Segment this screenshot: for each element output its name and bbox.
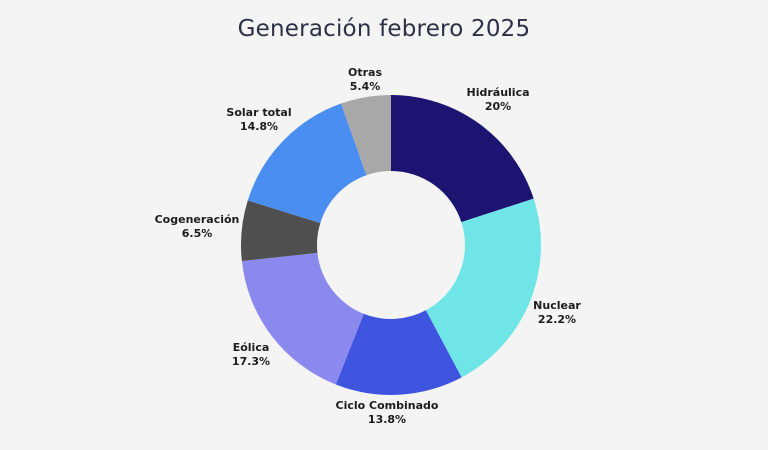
- slice-nuclear: [425, 198, 541, 378]
- chart-title: Generación febrero 2025: [237, 16, 531, 42]
- slice-cogeneraci-n: [241, 200, 321, 261]
- slice-label-value: 22.2%: [537, 313, 577, 326]
- slice-label-value: 6.5%: [181, 227, 213, 240]
- slice-hidr-ulica: [391, 95, 534, 223]
- slice-label: Eólica 17.3%: [232, 341, 270, 369]
- slice-label-name: Nuclear: [533, 299, 581, 312]
- slice-label: Hidráulica 20%: [466, 86, 529, 114]
- slice-otras: [341, 95, 391, 176]
- slice-label: Cogeneración 6.5%: [155, 213, 240, 241]
- slice-label: Solar total 14.8%: [226, 106, 291, 134]
- slice-label-name: Solar total: [226, 106, 292, 119]
- slice-label: Ciclo Combinado 13.8%: [336, 399, 439, 427]
- slice-label-name: Ciclo Combinado: [335, 399, 439, 412]
- slice-label-name: Eólica: [232, 341, 270, 354]
- slice-label-value: 20%: [484, 100, 512, 113]
- slice-ciclo-combinado: [335, 310, 462, 395]
- slice-label-name: Otras: [347, 66, 383, 79]
- slice-label: Otras 5.4%: [348, 66, 382, 94]
- slice-solar-total: [247, 103, 367, 224]
- slice-label-name: Hidráulica: [466, 86, 530, 99]
- slice-label-name: Cogeneración: [154, 213, 240, 226]
- slice-label: Nuclear 22.2%: [533, 299, 581, 327]
- slice-label-value: 17.3%: [231, 355, 271, 368]
- slice-label-value: 5.4%: [349, 80, 381, 93]
- slice-label-value: 14.8%: [239, 120, 279, 133]
- slice-e-lica: [241, 252, 364, 385]
- slice-label-value: 13.8%: [367, 413, 407, 426]
